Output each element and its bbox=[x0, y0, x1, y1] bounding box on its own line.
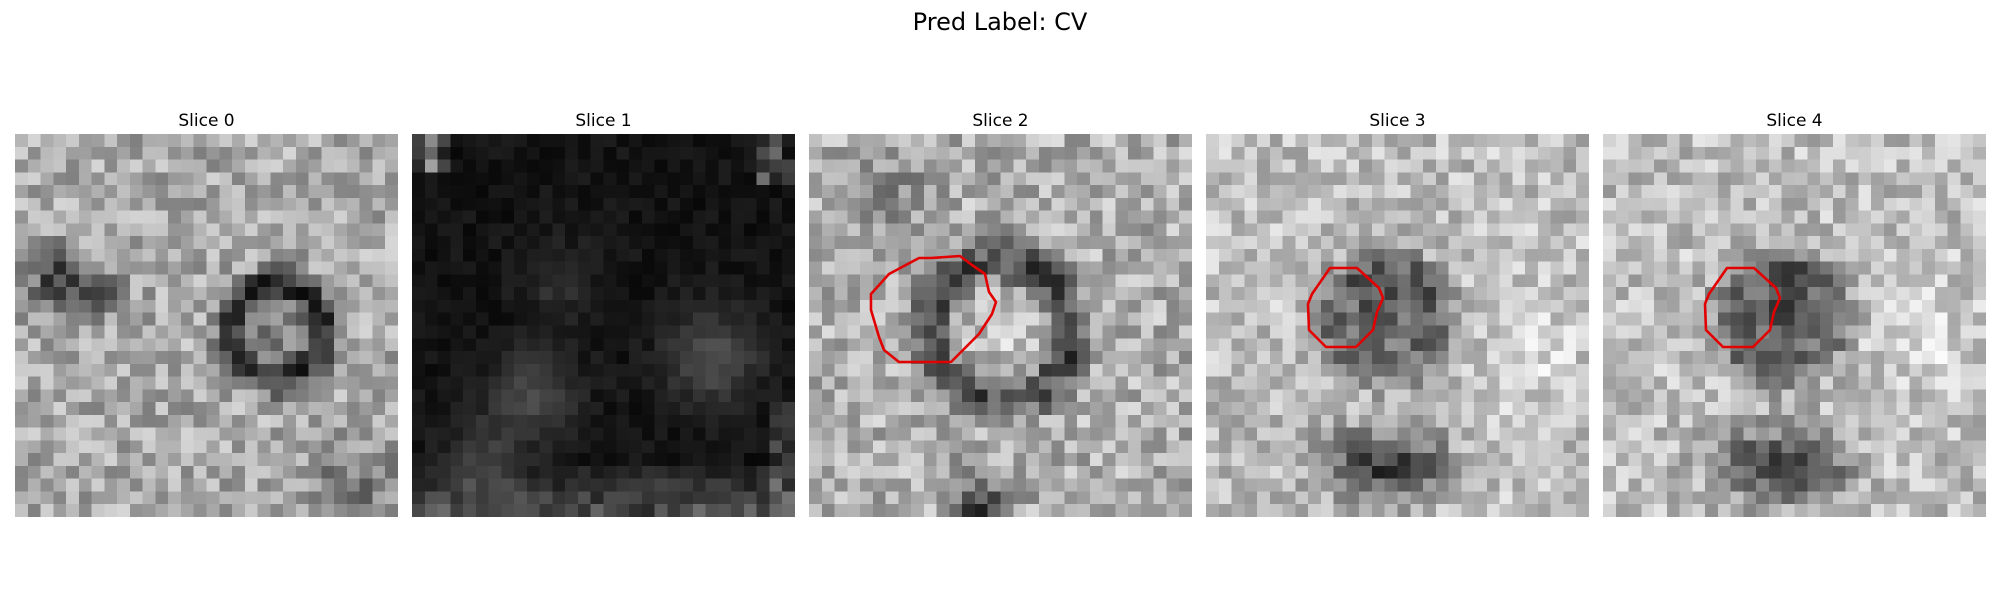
slice-image bbox=[809, 134, 1192, 517]
slice-title: Slice 1 bbox=[575, 111, 632, 131]
slice-image bbox=[412, 134, 795, 517]
segmentation-contour bbox=[869, 254, 998, 364]
slice-panel-4: Slice 4 bbox=[1603, 108, 1986, 517]
slice-image-pixels bbox=[412, 134, 795, 517]
slice-image bbox=[1603, 134, 1986, 517]
slice-image-pixels bbox=[809, 134, 1192, 517]
slice-title: Slice 3 bbox=[1369, 111, 1426, 131]
slice-image bbox=[15, 134, 398, 517]
slice-image-pixels bbox=[1603, 134, 1986, 517]
slice-image bbox=[1206, 134, 1589, 517]
slice-panel-2: Slice 2 bbox=[809, 108, 1192, 517]
slice-panel-1: Slice 1 bbox=[412, 108, 795, 517]
slice-title: Slice 0 bbox=[178, 111, 235, 131]
slice-image-pixels bbox=[15, 134, 398, 517]
segmentation-contour bbox=[1306, 266, 1385, 349]
slice-panel-3: Slice 3 bbox=[1206, 108, 1589, 517]
segmentation-contour bbox=[1703, 266, 1782, 349]
slice-image-pixels bbox=[1206, 134, 1589, 517]
slice-title: Slice 2 bbox=[972, 111, 1029, 131]
slice-panel-0: Slice 0 bbox=[15, 108, 398, 517]
slice-title: Slice 4 bbox=[1766, 111, 1823, 131]
figure-title: Pred Label: CV bbox=[912, 8, 1088, 36]
